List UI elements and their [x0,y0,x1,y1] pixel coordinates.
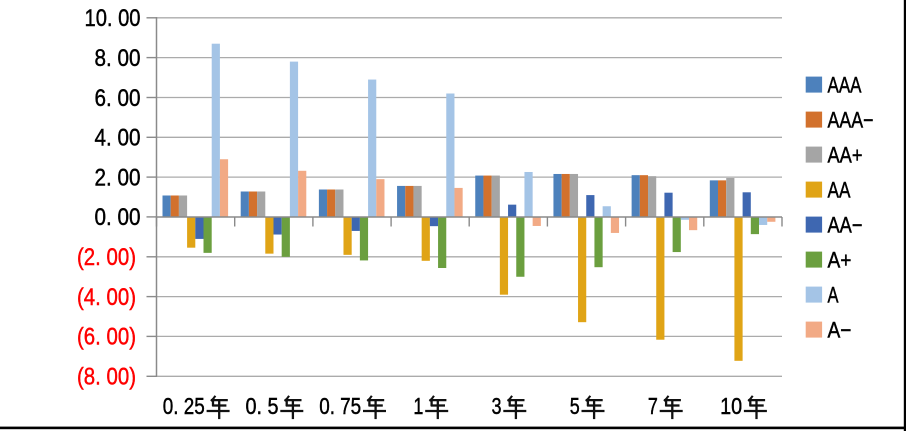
svg-text:AA+: AA+ [828,142,863,167]
svg-text:4. 00: 4. 00 [95,125,141,152]
svg-text:AA: AA [828,177,851,202]
svg-text:A−: A− [828,317,852,342]
svg-text:A: A [828,282,839,307]
svg-text:(6. 00): (6. 00) [77,324,136,351]
svg-text:1: 1 [413,393,423,419]
svg-text:(2. 00): (2. 00) [77,244,136,271]
svg-text:8. 00: 8. 00 [95,45,141,72]
svg-text:10: 10 [720,393,742,419]
svg-text:AAA−: AAA− [828,107,874,132]
svg-text:3: 3 [492,393,502,419]
svg-text:10. 00: 10. 00 [85,5,141,32]
svg-text:A+: A+ [828,247,852,272]
svg-text:AAA: AAA [828,72,862,97]
svg-text:6. 00: 6. 00 [95,85,141,112]
svg-text:AA−: AA− [828,212,863,237]
svg-text:(8. 00): (8. 00) [77,364,136,391]
svg-text:(4. 00): (4. 00) [77,284,136,311]
svg-text:7: 7 [648,393,658,419]
svg-text:0. 5: 0. 5 [246,393,279,419]
svg-text:5: 5 [570,393,580,419]
svg-text:0. 25: 0. 25 [163,393,205,419]
svg-text:0. 75: 0. 75 [319,393,361,419]
svg-text:0. 00: 0. 00 [95,204,141,231]
svg-text:2. 00: 2. 00 [95,164,141,191]
